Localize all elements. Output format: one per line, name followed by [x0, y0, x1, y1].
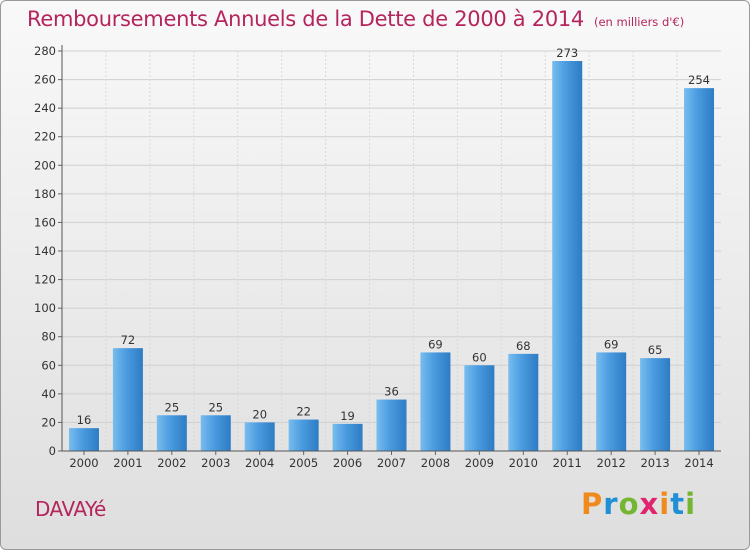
x-tick-label: 2003 [201, 456, 230, 470]
bar-value-label: 68 [516, 339, 531, 353]
bar-value-label: 25 [208, 400, 223, 414]
y-tick-label: 160 [34, 215, 56, 229]
y-tick-label: 240 [34, 101, 56, 115]
x-tick-label: 2006 [333, 456, 362, 470]
x-tick-label: 2000 [69, 456, 98, 470]
bar [332, 423, 363, 451]
bar [112, 348, 143, 451]
y-tick-label: 200 [34, 158, 56, 172]
commune-name: DAVAYé [35, 497, 106, 521]
y-tick-label: 220 [34, 130, 56, 144]
x-tick-label: 2011 [553, 456, 582, 470]
y-tick-label: 20 [41, 415, 56, 429]
y-tick-label: 100 [34, 301, 56, 315]
bar-value-label: 25 [165, 400, 180, 414]
x-tick-label: 2008 [421, 456, 450, 470]
bar [684, 88, 715, 452]
x-tick-label: 2007 [377, 456, 406, 470]
bar [420, 352, 451, 451]
bar-value-label: 273 [556, 46, 578, 60]
x-tick-label: 2001 [113, 456, 142, 470]
axes [58, 45, 721, 455]
y-tick-label: 120 [34, 273, 56, 287]
bar [376, 399, 407, 451]
bar-value-label: 65 [648, 343, 663, 357]
bar [200, 415, 231, 451]
bar-value-label: 22 [296, 405, 311, 419]
y-tick-label: 80 [41, 330, 56, 344]
bar [288, 419, 319, 451]
bar-value-label: 69 [428, 337, 443, 351]
y-tick-label: 60 [41, 358, 56, 372]
y-tick-label: 0 [49, 444, 56, 458]
bar [596, 352, 627, 451]
bar-value-label: 60 [472, 350, 487, 364]
bar-value-label: 36 [384, 385, 399, 399]
y-tick-label: 260 [34, 73, 56, 87]
y-tick-label: 180 [34, 187, 56, 201]
bar-value-label: 19 [340, 409, 355, 423]
bar [640, 358, 671, 451]
bar [244, 422, 275, 451]
y-tick-label: 280 [34, 44, 56, 58]
bar [156, 415, 187, 451]
chart-title-main: Remboursements Annuels de la Dette de 20… [27, 7, 584, 31]
bar-value-label: 20 [252, 407, 267, 421]
bar-value-label: 16 [77, 413, 92, 427]
bar [68, 428, 99, 451]
chart-subtitle: (en milliers d'€) [594, 15, 685, 29]
x-tick-label: 2002 [157, 456, 186, 470]
x-tick-label: 2009 [465, 456, 494, 470]
x-tick-label: 2012 [597, 456, 626, 470]
bar [508, 353, 539, 451]
bar-value-label: 72 [121, 333, 136, 347]
y-tick-label: 40 [41, 387, 56, 401]
y-tick-label: 140 [34, 244, 56, 258]
chart-title: Remboursements Annuels de la Dette de 20… [27, 7, 684, 31]
labels: 0204060801001201401601802002202402602801… [34, 44, 714, 470]
bar [464, 365, 495, 451]
bars [68, 61, 715, 452]
bar [552, 61, 583, 451]
x-tick-label: 2013 [640, 456, 669, 470]
proxiti-logo: Proxiti [581, 487, 697, 521]
bar-value-label: 254 [688, 73, 710, 87]
x-tick-label: 2014 [684, 456, 713, 470]
x-tick-label: 2010 [509, 456, 538, 470]
x-tick-label: 2004 [245, 456, 274, 470]
bar-value-label: 69 [604, 337, 619, 351]
x-tick-label: 2005 [289, 456, 318, 470]
